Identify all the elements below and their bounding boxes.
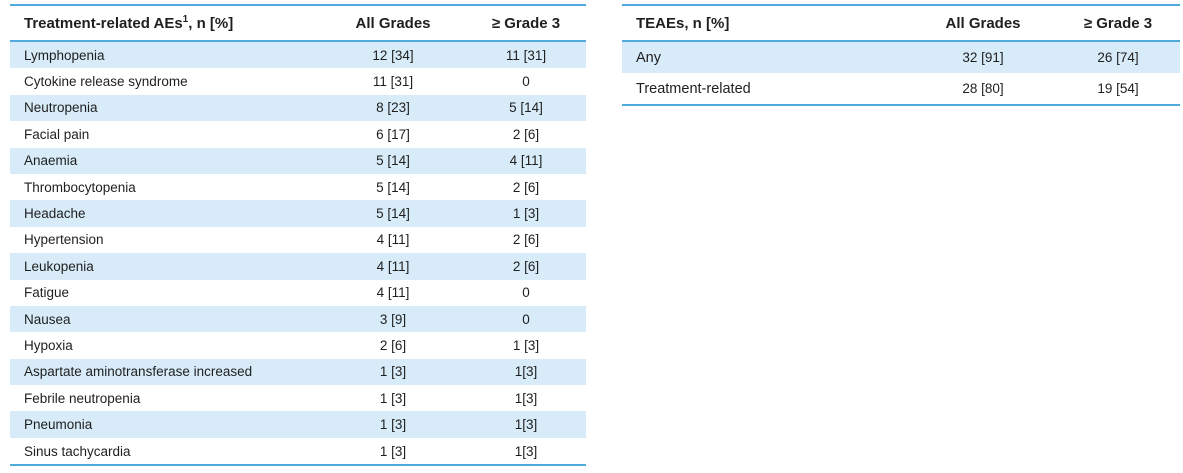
table-row: Thrombocytopenia 5 [14] 2 [6] [10, 174, 586, 200]
table-row: Febrile neutropenia 1 [3] 1[3] [10, 385, 586, 411]
grade3-cell: 0 [522, 285, 530, 301]
grade3-cell: 1[3] [514, 364, 538, 380]
table-row: Any 32 [91] 26 [74] [622, 42, 1180, 73]
table-row: Lymphopenia 12 [34] 11 [31] [10, 42, 586, 69]
treatment-related-aes-table: Treatment-related AEs1, n [%] All Grades… [10, 4, 586, 467]
column-header-all-grades: All Grades [355, 14, 431, 32]
table-row: Facial pain 6 [17] 2 [6] [10, 121, 586, 147]
ae-name-cell: Leukopenia [24, 258, 94, 274]
all-grades-cell: 4 [11] [376, 232, 410, 248]
all-grades-cell: 1 [3] [379, 443, 407, 459]
grade3-cell: 1 [3] [512, 337, 540, 353]
all-grades-cell: 8 [23] [376, 100, 410, 116]
grade3-cell: 2 [6] [512, 258, 540, 274]
all-grades-cell: 2 [6] [379, 337, 407, 353]
ae-name-cell: Aspartate aminotransferase increased [24, 364, 253, 380]
all-grades-cell: 5 [14] [376, 206, 410, 222]
grade3-cell: 19 [54] [1097, 81, 1139, 96]
all-grades-cell: 1 [3] [379, 417, 407, 433]
teae-category-cell: Any [636, 49, 661, 66]
footnote-marker: 1 [182, 13, 189, 25]
table-title: Treatment-related AEs1, n [%] [10, 13, 320, 32]
grade3-cell: 1[3] [514, 390, 538, 406]
column-header-grade3: ≥ Grade 3 [491, 14, 561, 32]
table-body: Lymphopenia 12 [34] 11 [31] Cytokine rel… [10, 42, 586, 467]
ae-name-cell: Lymphopenia [24, 47, 105, 63]
all-grades-cell: 28 [80] [962, 81, 1004, 96]
ae-name-cell: Sinus tachycardia [24, 443, 131, 459]
grade3-cell: 2 [6] [512, 232, 540, 248]
ae-name-cell: Thrombocytopenia [24, 179, 136, 195]
all-grades-cell: 32 [91] [962, 50, 1004, 65]
ae-name-cell: Pneumonia [24, 417, 93, 433]
table-header-row: TEAEs, n [%] All Grades ≥ Grade 3 [622, 6, 1180, 42]
all-grades-cell: 1 [3] [379, 364, 407, 380]
column-header-all-grades: All Grades [945, 14, 1021, 32]
grade3-cell: 1[3] [514, 443, 538, 459]
all-grades-cell: 3 [9] [379, 311, 407, 327]
all-grades-cell: 1 [3] [379, 390, 407, 406]
ae-name-cell: Headache [24, 206, 86, 222]
grade3-cell: 1[3] [514, 417, 538, 433]
ae-name-cell: Hypoxia [24, 337, 73, 353]
ae-name-cell: Anaemia [24, 153, 78, 169]
table-row: Treatment-related 28 [80] 19 [54] [622, 73, 1180, 104]
grade3-cell: 2 [6] [512, 179, 540, 195]
table-row: Fatigue 4 [11] 0 [10, 280, 586, 306]
all-grades-cell: 5 [14] [376, 179, 410, 195]
table-row: Leukopenia 4 [11] 2 [6] [10, 253, 586, 280]
table-row: Anaemia 5 [14] 4 [11] [10, 147, 586, 174]
grade3-cell: 26 [74] [1097, 50, 1139, 65]
grade3-cell: 1 [3] [512, 206, 540, 222]
table-row: Nausea 3 [9] 0 [10, 305, 586, 333]
table-header-row: Treatment-related AEs1, n [%] All Grades… [10, 6, 586, 42]
table-row: Aspartate aminotransferase increased 1 [… [10, 358, 586, 386]
table-row: Headache 5 [14] 1 [3] [10, 200, 586, 227]
all-grades-cell: 11 [31] [372, 74, 414, 90]
all-grades-cell: 5 [14] [376, 153, 410, 169]
teae-category-cell: Treatment-related [636, 80, 751, 97]
table-row: Pneumonia 1 [3] 1[3] [10, 411, 586, 438]
grade3-cell: 0 [522, 74, 530, 90]
grade3-cell: 2 [6] [512, 126, 540, 142]
ae-name-cell: Nausea [24, 311, 71, 327]
all-grades-cell: 4 [11] [376, 285, 410, 301]
grade3-cell: 4 [11] [509, 153, 543, 169]
table-title-text: Treatment-related AEs [24, 14, 183, 32]
table-body: Any 32 [91] 26 [74] Treatment-related 28… [622, 42, 1180, 106]
column-header-grade3: ≥ Grade 3 [1083, 14, 1153, 32]
ae-name-cell: Facial pain [24, 126, 90, 142]
table-row: Hypertension 4 [11] 2 [6] [10, 227, 586, 253]
ae-name-cell: Febrile neutropenia [24, 390, 141, 406]
table-row: Cytokine release syndrome 11 [31] 0 [10, 68, 586, 94]
ae-name-cell: Fatigue [24, 285, 70, 301]
ae-name-cell: Hypertension [24, 232, 104, 248]
all-grades-cell: 6 [17] [376, 126, 410, 142]
table-row: Hypoxia 2 [6] 1 [3] [10, 332, 586, 358]
grade3-cell: 5 [14] [509, 100, 543, 116]
grade3-cell: 11 [31] [505, 47, 547, 63]
table-row: Sinus tachycardia 1 [3] 1[3] [10, 438, 586, 464]
table-title-suffix: , n [%] [188, 14, 234, 32]
ae-name-cell: Neutropenia [24, 100, 98, 116]
table-row: Neutropenia 8 [23] 5 [14] [10, 94, 586, 122]
ae-name-cell: Cytokine release syndrome [24, 74, 188, 90]
all-grades-cell: 4 [11] [376, 258, 410, 274]
all-grades-cell: 12 [34] [372, 47, 414, 63]
table-title: TEAEs, n [%] [636, 14, 730, 32]
grade3-cell: 0 [522, 311, 530, 327]
teaes-table: TEAEs, n [%] All Grades ≥ Grade 3 Any 32… [622, 4, 1180, 106]
